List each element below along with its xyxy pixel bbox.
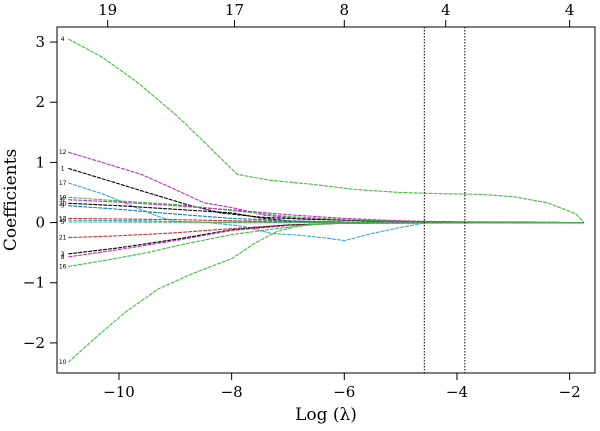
series-label-10: 10 bbox=[59, 359, 67, 366]
top-tick-label: 8 bbox=[340, 1, 350, 19]
x-axis: −10 −8 −6 −4 −2 bbox=[103, 373, 581, 401]
top-tick-label: 19 bbox=[98, 1, 117, 19]
series-line-5 bbox=[68, 221, 584, 224]
series-label-4: 4 bbox=[61, 36, 65, 43]
series-line-6 bbox=[68, 199, 584, 224]
x-tick-label: −4 bbox=[446, 383, 468, 401]
series-label-20: 20 bbox=[59, 200, 67, 207]
series-label-17: 17 bbox=[59, 180, 67, 187]
series-line-21 bbox=[68, 222, 584, 239]
series-line-20 bbox=[68, 202, 584, 224]
series-label-19: 19 bbox=[59, 194, 67, 201]
x-tick-label: −10 bbox=[103, 383, 135, 401]
reference-lines bbox=[423, 27, 466, 373]
y-tick-label: 2 bbox=[35, 93, 45, 111]
y-axis: −2 −1 0 1 2 3 bbox=[23, 33, 57, 352]
series-label-21: 21 bbox=[59, 235, 67, 242]
x-axis-title: Log (λ) bbox=[295, 405, 357, 425]
series-label-12: 12 bbox=[59, 149, 67, 156]
y-tick-label: 1 bbox=[35, 153, 45, 171]
series-line-10 bbox=[67, 222, 584, 363]
series-label-1: 1 bbox=[61, 165, 65, 172]
top-axis: 19 17 8 4 4 bbox=[98, 1, 574, 27]
series-line-8 bbox=[68, 222, 584, 258]
series-line-9 bbox=[68, 205, 584, 224]
series-group bbox=[67, 38, 585, 363]
series-line-16 bbox=[68, 222, 584, 268]
series-line-19 bbox=[68, 196, 584, 224]
series-line-13 bbox=[68, 217, 584, 224]
series-label-9: 9 bbox=[61, 203, 65, 210]
top-tick-label: 4 bbox=[441, 1, 451, 19]
top-tick-label: 17 bbox=[225, 1, 244, 19]
plot-frame bbox=[56, 26, 596, 374]
series-label-15: 15 bbox=[59, 217, 67, 224]
y-tick-label: 0 bbox=[35, 214, 45, 232]
x-tick-label: −8 bbox=[221, 383, 243, 401]
series-label-5: 5 bbox=[61, 219, 65, 226]
series-line-3 bbox=[68, 222, 584, 255]
y-axis-title: Coefficients bbox=[1, 149, 21, 251]
y-tick-label: −2 bbox=[23, 334, 45, 352]
x-tick-label: −6 bbox=[333, 383, 355, 401]
top-tick-label: 4 bbox=[565, 1, 575, 19]
y-tick-label: 3 bbox=[35, 33, 45, 51]
series-label-3: 3 bbox=[61, 251, 65, 258]
x-tick-label: −2 bbox=[559, 383, 581, 401]
y-tick-label: −1 bbox=[23, 274, 45, 292]
series-label-6: 6 bbox=[61, 197, 65, 204]
series-line-4 bbox=[68, 38, 585, 223]
series-label-16: 16 bbox=[59, 263, 67, 270]
series-label-13: 13 bbox=[59, 215, 67, 222]
series-label-8: 8 bbox=[61, 254, 65, 261]
